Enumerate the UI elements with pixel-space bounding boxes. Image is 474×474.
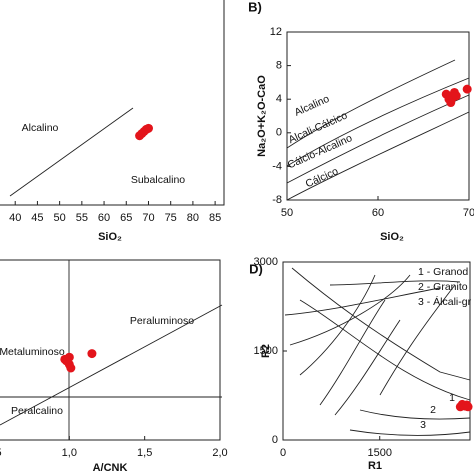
boundary-line [0, 304, 223, 426]
x-tick-label: 1500 [367, 447, 391, 459]
boundary-line [329, 280, 461, 286]
boundary-line [286, 94, 470, 184]
y-tick-label: 1500 [254, 345, 278, 357]
data-point [64, 352, 74, 362]
data-point [463, 402, 473, 412]
boundary-line [291, 267, 471, 381]
y-axis-title: R2 [260, 344, 272, 358]
x-tick-label: 2,0 [212, 447, 227, 459]
annotation: 1 - Granod [418, 266, 468, 278]
y-tick-label: 8 [276, 60, 282, 72]
boundary-line [334, 319, 401, 416]
x-axis-title: SiO₂ [98, 231, 122, 243]
data-point [462, 84, 472, 94]
y-tick-label: 12 [270, 26, 282, 38]
x-tick-label: 50 [281, 207, 293, 219]
y-tick-label: 0 [272, 434, 278, 446]
x-tick-label: 0,5 [0, 447, 2, 459]
annotation: Alcalino [22, 122, 59, 134]
x-axis-title: R1 [368, 460, 382, 472]
boundary-line [299, 299, 471, 401]
y-tick-label: -4 [272, 160, 282, 172]
data-point [87, 349, 97, 359]
panel-label: D) [249, 261, 263, 276]
x-axis-title: A/CNK [93, 462, 128, 474]
x-tick-label: 75 [165, 212, 177, 224]
annotation: Metaluminoso [0, 346, 65, 358]
annotation: Peralcalino [11, 405, 63, 417]
plot-frame [0, 259, 221, 441]
y-tick-label: 3000 [254, 256, 278, 268]
x-tick-label: 0 [280, 447, 286, 459]
x-tick-label: 80 [187, 212, 199, 224]
x-tick-label: 60 [98, 212, 110, 224]
plot-frame [0, 0, 225, 206]
y-tick-label: 4 [276, 93, 282, 105]
boundary-line [286, 111, 470, 201]
boundaries [0, 59, 471, 440]
boundary-line [289, 274, 411, 346]
annotation: 2 [430, 404, 436, 416]
y-tick-label: -8 [272, 194, 282, 206]
boundary-line [319, 299, 386, 406]
data-point [451, 91, 461, 101]
x-tick-label: 1,5 [137, 447, 152, 459]
x-tick-label: 85 [209, 212, 221, 224]
annotation: 3 - Álcali-gr [418, 295, 472, 308]
x-tick-label: 65 [120, 212, 132, 224]
data-point [66, 363, 76, 373]
x-axis-title: SiO₂ [380, 231, 404, 243]
boundary-line [286, 59, 456, 149]
boundary-line [299, 274, 376, 376]
x-tick-label: 1,0 [62, 447, 77, 459]
data-point [143, 123, 153, 133]
x-tick-label: 60 [372, 207, 384, 219]
annotation: Alcalino [293, 93, 332, 119]
annotation: 2 - Granito [418, 281, 468, 293]
boundary-line [286, 77, 470, 167]
x-tick-label: 45 [31, 212, 43, 224]
x-tick-label: 70 [142, 212, 154, 224]
annotation: 3 [420, 419, 426, 431]
y-axis-title: Na₂O+K₂O-CaO [256, 75, 268, 157]
x-tick-label: 40 [9, 212, 21, 224]
annotation: 1 [449, 392, 455, 404]
x-tick-label: 50 [54, 212, 66, 224]
boundary-line [379, 284, 456, 396]
y-tick-label: 0 [276, 127, 282, 139]
boundary-line [349, 429, 471, 436]
annotation: Peraluminoso [130, 315, 194, 327]
x-tick-label: 70 [463, 207, 474, 219]
boundary-line [284, 287, 441, 316]
boundary-line [359, 409, 471, 420]
x-tick-label: 55 [76, 212, 88, 224]
annotation: Cálcico [304, 165, 340, 190]
boundary-line [9, 107, 134, 197]
annotation: Subalcalino [131, 174, 185, 186]
panel-label: B) [248, 0, 262, 14]
